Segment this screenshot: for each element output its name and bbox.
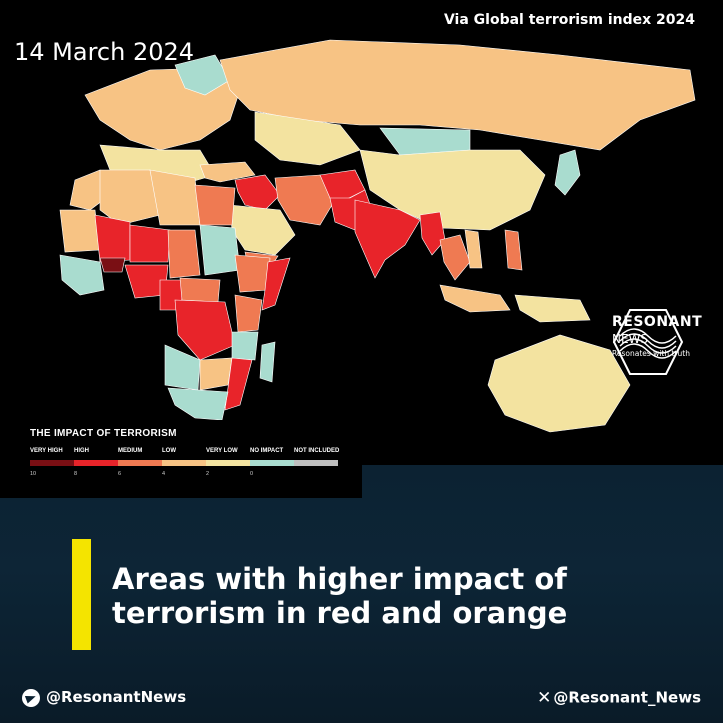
region-thailand [439,234,471,281]
region-burkina [99,257,126,273]
region-scandinavia [174,54,231,96]
region-southern-africa [167,387,229,421]
legend-label-high: HIGH [74,448,89,454]
legend-value-8: 8 [74,471,78,477]
region-algeria [99,169,161,226]
region-tanzania [231,331,259,361]
headline-text: Areas with higher impact of terrorism in… [112,562,568,630]
region-car [179,277,221,303]
region-somalia [261,257,291,311]
region-west-coast [59,254,105,296]
legend-label-not-included: NOT INCLUDED [294,448,340,454]
region-india [354,199,421,279]
brand-name: RESONANT [612,314,703,330]
x-logo-icon: ✕ [537,688,552,708]
region-vietnam [464,229,483,269]
telegram-handle-text: @ResonantNews [46,688,187,706]
region-philippines [504,229,523,271]
brand-block: RESONANT NEWS Resonates with truth [612,308,712,375]
resonant-logo-icon [612,309,684,375]
region-ethiopia [234,254,271,293]
region-turkey [199,161,256,183]
legend-label-low: LOW [162,448,176,454]
legend-swatch-medium [118,460,162,466]
region-egypt [194,184,236,226]
legend-value-10: 10 [30,471,37,477]
region-mauritania [59,209,101,253]
legend-label-medium: MEDIUM [118,448,143,454]
legend-swatch-no-impact [250,460,294,466]
legend-value-6: 6 [118,471,122,477]
region-sudan [199,224,241,276]
map-panel: 14 March 2024 Via Global terrorism index… [14,12,712,433]
region-kenya [234,294,263,333]
region-mali [94,214,131,263]
legend-value-0: 0 [250,471,254,477]
region-chad [167,229,201,279]
legend-swatch-not-included [294,460,338,466]
region-zambia [199,357,233,391]
date-label: 14 March 2024 [14,38,195,66]
x-handle-text: @Resonant_News [553,688,701,707]
legend-title: THE IMPACT OF TERRORISM [30,428,177,439]
region-syria-iraq [234,174,281,211]
region-china [359,149,546,231]
legend-swatch-very-low [206,460,250,466]
region-myanmar [419,211,446,256]
legend-value-2: 2 [206,471,210,477]
region-japan [554,149,581,196]
region-drc [174,299,236,361]
source-label: Via Global terrorism index 2024 [443,12,695,28]
region-indonesia-e [514,294,591,323]
bottom-panel [0,465,723,723]
legend-label-very-low: VERY LOW [206,448,238,454]
x-handle[interactable]: ✕ @Resonant_News [537,688,701,708]
telegram-icon [22,688,40,707]
legend-swatch-very-high [30,460,74,466]
region-australia [487,334,631,433]
legend-label-no-impact: NO IMPACT [250,448,284,454]
legend-label-very-high: VERY HIGH [30,448,63,454]
region-madagascar [259,341,276,383]
legend-swatch-low [162,460,206,466]
region-central-asia [254,111,361,166]
region-niger [129,224,171,263]
world-map [59,39,696,433]
legend-value-4: 4 [162,471,166,477]
map-legend: THE IMPACT OF TERRORISM VERY HIGH HIGH M… [6,420,362,495]
region-libya [149,169,201,226]
telegram-handle[interactable]: @ResonantNews [22,688,186,707]
region-indonesia-w [439,284,511,313]
headline-accent-bar [72,539,91,650]
legend-swatch-high [74,460,118,466]
